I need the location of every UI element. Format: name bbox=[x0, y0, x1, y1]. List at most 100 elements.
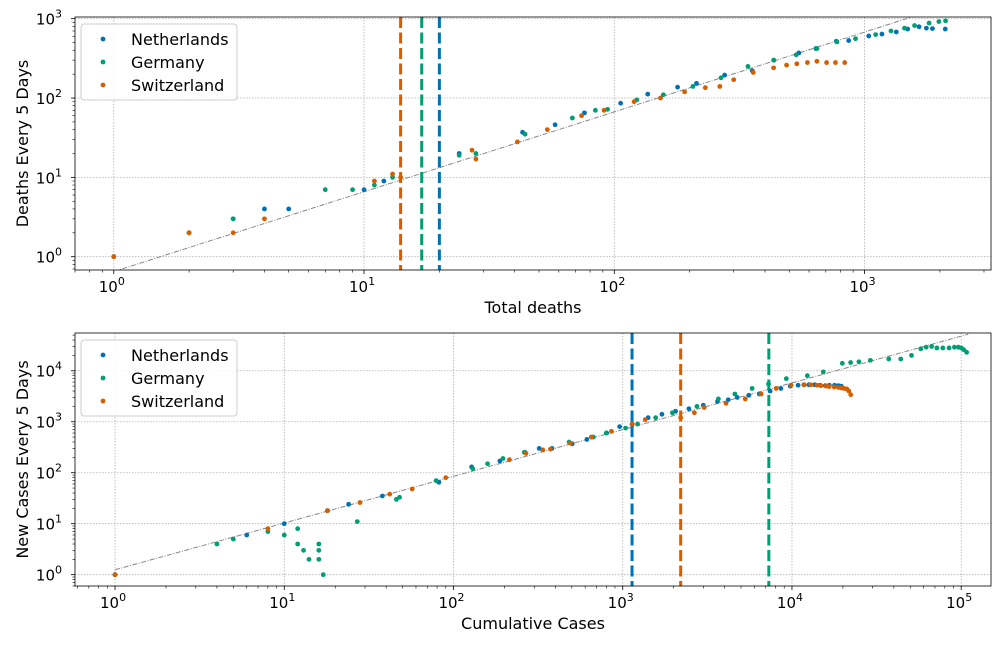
axes-frame bbox=[74, 16, 992, 271]
data-point bbox=[814, 58, 820, 64]
data-point bbox=[592, 107, 598, 113]
legend-label: Netherlands bbox=[131, 346, 229, 365]
series-switzerland bbox=[112, 382, 854, 578]
data-point bbox=[381, 178, 387, 184]
data-point bbox=[964, 349, 970, 355]
y-tick-label: 100 bbox=[36, 246, 62, 267]
data-point bbox=[834, 39, 840, 45]
y-tick-label: 101 bbox=[36, 513, 62, 534]
data-point bbox=[456, 152, 462, 158]
data-point bbox=[584, 437, 590, 442]
data-point bbox=[820, 369, 826, 375]
data-point bbox=[909, 352, 914, 358]
x-tick-label: 104 bbox=[777, 591, 803, 612]
series-switzerland bbox=[111, 58, 848, 260]
data-point bbox=[262, 216, 267, 222]
data-point bbox=[793, 52, 799, 58]
data-point bbox=[514, 139, 520, 145]
data-point bbox=[886, 356, 892, 362]
data-point bbox=[568, 440, 573, 446]
data-point bbox=[230, 230, 236, 236]
data-point bbox=[750, 70, 756, 75]
data-point bbox=[773, 386, 779, 391]
data-point bbox=[642, 417, 648, 423]
data-point bbox=[766, 381, 771, 387]
data-point bbox=[618, 100, 624, 106]
data-point bbox=[694, 80, 699, 86]
data-point bbox=[831, 384, 837, 390]
data-point bbox=[722, 72, 728, 78]
data-point bbox=[746, 392, 752, 398]
x-axis-label: Cumulative Cases bbox=[461, 614, 605, 633]
legend-marker bbox=[100, 352, 106, 358]
data-point bbox=[804, 373, 810, 379]
data-point bbox=[934, 345, 940, 351]
y-tick-label: 104 bbox=[36, 360, 62, 381]
data-point bbox=[846, 38, 852, 43]
x-tick-label: 100 bbox=[99, 275, 125, 296]
y-tick-label: 100 bbox=[36, 564, 62, 585]
data-point bbox=[856, 359, 862, 365]
data-point bbox=[784, 62, 789, 68]
data-point bbox=[603, 430, 609, 436]
x-tick-label: 102 bbox=[438, 591, 464, 612]
data-point bbox=[371, 178, 377, 184]
data-point bbox=[686, 406, 692, 412]
data-point bbox=[579, 113, 584, 119]
fit-line bbox=[116, 17, 914, 270]
data-point bbox=[569, 115, 575, 121]
data-point bbox=[694, 403, 700, 409]
data-point bbox=[723, 400, 729, 406]
data-point bbox=[893, 29, 899, 35]
data-point bbox=[866, 33, 872, 39]
data-point bbox=[588, 434, 594, 440]
data-point bbox=[660, 92, 666, 98]
data-point bbox=[659, 411, 665, 417]
data-point bbox=[230, 536, 236, 542]
data-point bbox=[325, 508, 330, 514]
data-point bbox=[842, 60, 848, 65]
data-point bbox=[794, 61, 800, 67]
minor-ticks bbox=[72, 334, 954, 589]
data-point bbox=[808, 382, 814, 388]
legend-marker bbox=[100, 375, 106, 381]
y-axis-label: New Cases Every 5 Days bbox=[13, 360, 32, 558]
legend: Netherlands Germany Switzerland bbox=[80, 339, 238, 417]
x-tick-label: 100 bbox=[100, 591, 126, 612]
data-point bbox=[942, 26, 948, 32]
data-point bbox=[540, 447, 546, 453]
y-tick-label: 102 bbox=[36, 87, 62, 108]
legend-label: Germany bbox=[131, 53, 205, 72]
data-point bbox=[826, 384, 832, 389]
data-point bbox=[771, 65, 777, 71]
data-point bbox=[601, 107, 607, 113]
data-point bbox=[306, 556, 312, 562]
legend-label: Netherlands bbox=[131, 30, 229, 49]
data-point bbox=[675, 84, 680, 90]
data-point bbox=[818, 383, 824, 389]
data-point bbox=[469, 147, 475, 153]
data-point bbox=[301, 547, 306, 553]
data-point bbox=[701, 405, 707, 410]
data-point bbox=[500, 456, 506, 461]
data-point bbox=[629, 421, 635, 427]
data-point bbox=[702, 85, 708, 91]
data-point bbox=[230, 216, 236, 222]
data-point bbox=[902, 25, 907, 31]
data-point bbox=[507, 457, 512, 463]
data-point bbox=[771, 57, 777, 63]
data-point bbox=[522, 131, 528, 137]
data-point bbox=[923, 25, 929, 31]
data-point bbox=[918, 346, 924, 352]
data-point bbox=[717, 84, 723, 89]
x-tick-label: 103 bbox=[850, 275, 876, 296]
data-point bbox=[926, 20, 932, 26]
data-point bbox=[801, 382, 807, 388]
data-point bbox=[186, 230, 192, 236]
data-point bbox=[111, 254, 117, 260]
data-point bbox=[397, 494, 402, 500]
data-point bbox=[485, 461, 490, 467]
data-point bbox=[846, 388, 852, 394]
data-point bbox=[745, 64, 751, 69]
data-point bbox=[286, 206, 292, 212]
